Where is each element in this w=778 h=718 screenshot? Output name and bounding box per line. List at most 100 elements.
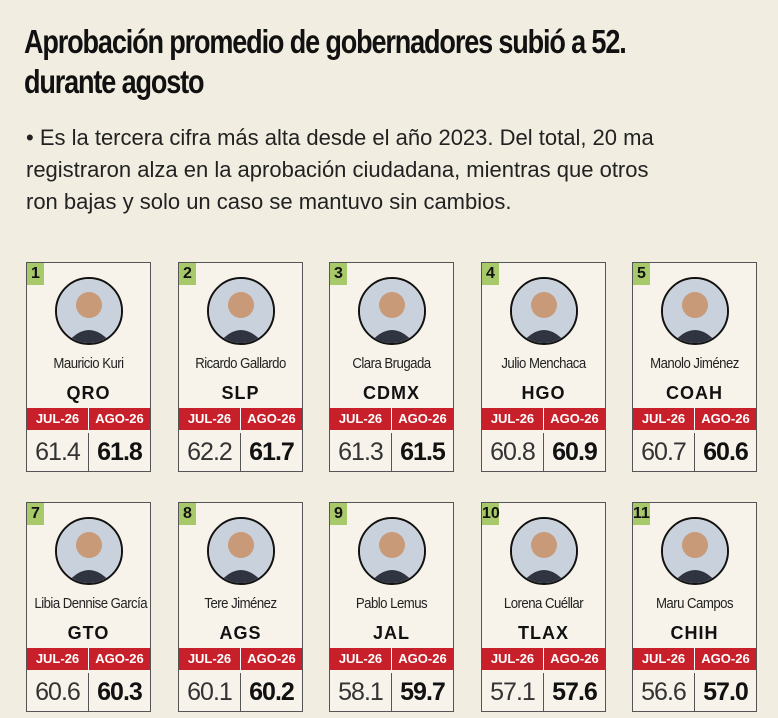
state-code: SLP <box>221 383 260 403</box>
portrait-photo <box>207 277 275 345</box>
cur-approval: 61.7 <box>249 438 295 466</box>
state-code: CHIH <box>670 623 719 643</box>
cur-approval: 57.6 <box>552 678 598 706</box>
cur-period-label: AGO-26 <box>241 648 302 670</box>
portrait-photo <box>358 277 426 345</box>
cur-approval: 60.6 <box>703 438 749 466</box>
rank-badge: 3 <box>330 263 347 285</box>
prev-period-label: JUL-26 <box>330 648 392 670</box>
governor-card: 1 Mauricio Kuri QRO JUL-26 AGO-26 61.4 61.8 <box>26 262 151 472</box>
prev-approval: 57.1 <box>482 673 544 711</box>
summary-line-2: registraron alza en la aprobación ciudad… <box>26 157 649 182</box>
cur-approval: 61.5 <box>400 438 446 466</box>
governor-name: Pablo Lemus <box>355 595 428 612</box>
cur-approval: 57.0 <box>703 678 749 706</box>
prev-approval: 60.7 <box>633 433 695 471</box>
governor-card: 7 Libia Dennise García GTO JUL-26 AGO-26 60.6… <box>26 502 151 712</box>
portrait-photo <box>510 277 578 345</box>
portrait-photo <box>661 517 729 585</box>
approval-values: 60.1 60.2 <box>179 673 302 711</box>
governors-grid: 1 Mauricio Kuri QRO JUL-26 AGO-26 61.4 61.8 2 Ri… <box>26 262 778 718</box>
cur-period-label: AGO-26 <box>392 648 453 670</box>
governor-name: Julio Menchaca <box>501 355 586 372</box>
cur-period-label: AGO-26 <box>241 408 302 430</box>
portrait-photo <box>207 517 275 585</box>
governor-name: Maru Campos <box>655 595 734 612</box>
cur-period-label: AGO-26 <box>392 408 453 430</box>
cur-approval: 61.8 <box>97 438 143 466</box>
state-code: COAH <box>666 383 723 403</box>
prev-approval: 60.1 <box>179 673 241 711</box>
period-header: JUL-26 AGO-26 <box>179 648 302 670</box>
governor-card: 4 Julio Menchaca HGO JUL-26 AGO-26 60.8 60.9 <box>481 262 606 472</box>
period-header: JUL-26 AGO-26 <box>633 648 756 670</box>
governor-name: Ricardo Gallardo <box>195 355 286 372</box>
governor-name: Libia Dennise García <box>34 595 148 612</box>
rank-badge: 9 <box>330 503 347 525</box>
cur-period-label: AGO-26 <box>89 648 150 670</box>
cur-approval: 60.3 <box>97 678 143 706</box>
cur-period-label: AGO-26 <box>89 408 150 430</box>
approval-values: 56.6 57.0 <box>633 673 756 711</box>
period-header: JUL-26 AGO-26 <box>482 408 605 430</box>
governor-card: 2 Ricardo Gallardo SLP JUL-26 AGO-26 62.2 61.7 <box>178 262 303 472</box>
governor-card: 3 Clara Brugada CDMX JUL-26 AGO-26 61.3 61.5 <box>329 262 454 472</box>
portrait-photo <box>661 277 729 345</box>
prev-period-label: JUL-26 <box>179 408 241 430</box>
prev-approval: 62.2 <box>179 433 241 471</box>
governor-card: 10 Lorena Cuéllar TLAX JUL-26 AGO-26 57.1 57.6 <box>481 502 606 712</box>
governor-name: Lorena Cuéllar <box>503 595 584 612</box>
cur-period-label: AGO-26 <box>544 648 605 670</box>
governor-card: 5 Manolo Jiménez COAH JUL-26 AGO-26 60.7 60.6 <box>632 262 757 472</box>
governor-name: Mauricio Kuri <box>53 355 124 372</box>
prev-period-label: JUL-26 <box>179 648 241 670</box>
period-header: JUL-26 AGO-26 <box>179 408 302 430</box>
state-code: JAL <box>372 623 410 643</box>
rank-badge: 7 <box>27 503 44 525</box>
cur-approval: 60.9 <box>552 438 598 466</box>
state-code: QRO <box>66 383 111 403</box>
cur-period-label: AGO-26 <box>544 408 605 430</box>
approval-values: 60.6 60.3 <box>27 673 150 711</box>
period-header: JUL-26 AGO-26 <box>482 648 605 670</box>
cur-period-label: AGO-26 <box>695 408 756 430</box>
prev-approval: 56.6 <box>633 673 695 711</box>
approval-values: 58.1 59.7 <box>330 673 453 711</box>
cur-period-label: AGO-26 <box>695 648 756 670</box>
state-code: CDMX <box>363 383 420 403</box>
period-header: JUL-26 AGO-26 <box>27 648 150 670</box>
prev-approval: 60.6 <box>27 673 89 711</box>
state-code: HGO <box>521 383 566 403</box>
headline-line-1: Aprobación promedio de gobernadores subi… <box>24 23 627 60</box>
period-header: JUL-26 AGO-26 <box>633 408 756 430</box>
cur-approval: 59.7 <box>400 678 446 706</box>
prev-period-label: JUL-26 <box>633 648 695 670</box>
headline: Aprobación promedio de gobernadores subi… <box>24 22 647 102</box>
summary: • Es la tercera cifra más alta desde el … <box>26 122 778 218</box>
cur-approval: 60.2 <box>249 678 295 706</box>
rank-badge: 1 <box>27 263 44 285</box>
approval-values: 61.4 61.8 <box>27 433 150 471</box>
portrait-photo <box>510 517 578 585</box>
state-code: AGS <box>219 623 262 643</box>
summary-line-3: ron bajas y solo un caso se mantuvo sin … <box>26 189 512 214</box>
rank-badge: 8 <box>179 503 196 525</box>
prev-period-label: JUL-26 <box>27 408 89 430</box>
approval-values: 57.1 57.6 <box>482 673 605 711</box>
portrait-photo <box>55 517 123 585</box>
governor-name: Manolo Jiménez <box>650 355 739 372</box>
rank-badge: 4 <box>482 263 499 285</box>
approval-values: 62.2 61.7 <box>179 433 302 471</box>
prev-approval: 61.4 <box>27 433 89 471</box>
prev-approval: 58.1 <box>330 673 392 711</box>
prev-period-label: JUL-26 <box>633 408 695 430</box>
governor-card: 8 Tere Jiménez AGS JUL-26 AGO-26 60.1 60.2 <box>178 502 303 712</box>
approval-values: 60.8 60.9 <box>482 433 605 471</box>
prev-period-label: JUL-26 <box>330 408 392 430</box>
state-code: TLAX <box>518 623 569 643</box>
period-header: JUL-26 AGO-26 <box>330 408 453 430</box>
governor-card: 11 Maru Campos CHIH JUL-26 AGO-26 56.6 57.0 <box>632 502 757 712</box>
rank-badge: 10 <box>482 503 500 525</box>
rank-badge: 2 <box>179 263 196 285</box>
headline-line-2: durante agosto <box>24 63 205 100</box>
